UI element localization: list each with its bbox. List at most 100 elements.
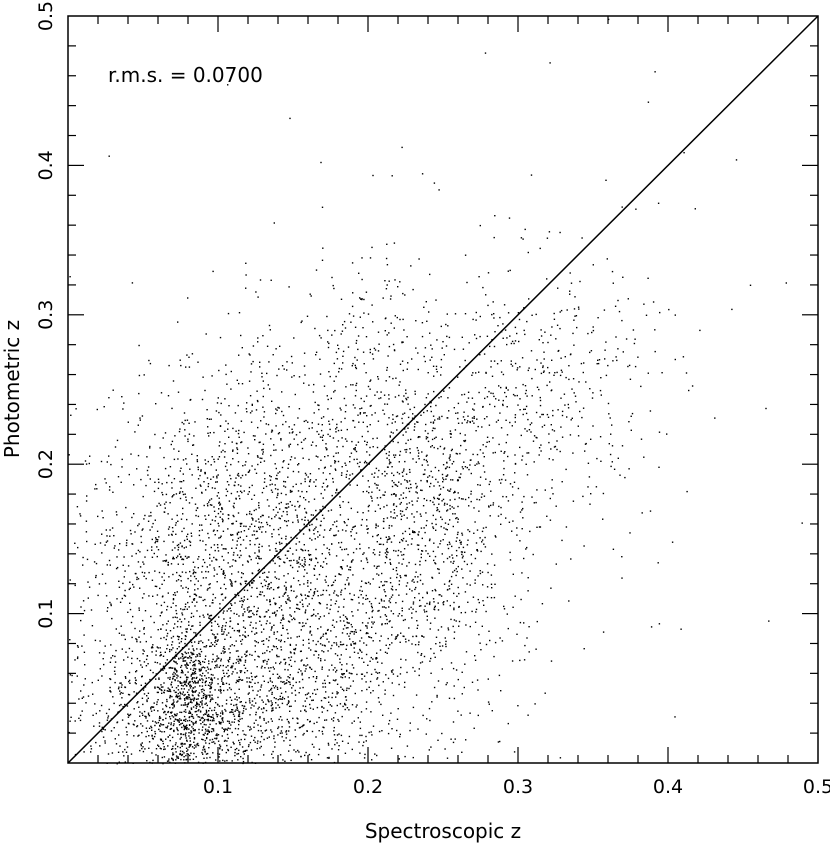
data-point <box>292 521 294 524</box>
data-point <box>207 718 209 720</box>
data-point <box>297 443 299 446</box>
data-point <box>194 605 196 607</box>
data-point <box>303 365 306 367</box>
data-point <box>258 546 260 548</box>
data-point <box>101 552 103 554</box>
data-point <box>362 491 364 493</box>
data-point <box>196 455 198 457</box>
data-point <box>189 754 191 757</box>
data-point <box>113 702 115 705</box>
data-point <box>223 618 225 620</box>
data-point <box>289 600 291 602</box>
data-point <box>309 707 312 709</box>
data-point <box>235 640 237 642</box>
data-point <box>204 748 206 751</box>
data-point <box>85 463 88 465</box>
data-point <box>310 444 313 446</box>
data-point <box>226 383 228 385</box>
data-point <box>428 707 431 710</box>
data-point <box>488 703 490 705</box>
data-point <box>385 380 387 382</box>
data-point <box>338 720 340 722</box>
data-point <box>141 571 144 574</box>
data-point <box>109 686 111 689</box>
data-point <box>210 618 212 620</box>
data-point <box>310 649 312 651</box>
data-point <box>290 656 293 658</box>
data-point <box>417 533 419 536</box>
data-point <box>138 607 140 609</box>
data-point <box>299 601 301 603</box>
data-point <box>257 641 259 644</box>
data-point <box>327 696 330 698</box>
data-point <box>457 586 459 589</box>
data-point <box>255 530 258 533</box>
data-point <box>304 612 306 614</box>
data-point <box>201 738 203 740</box>
data-point <box>275 550 277 552</box>
data-point <box>250 523 253 525</box>
data-point <box>423 655 426 658</box>
data-point <box>344 587 346 590</box>
data-point <box>302 622 304 624</box>
data-point <box>357 596 360 599</box>
data-point <box>284 481 287 483</box>
data-point <box>221 710 223 712</box>
data-point <box>257 724 259 726</box>
data-point <box>261 585 264 588</box>
data-point <box>198 596 201 598</box>
data-point <box>277 492 279 495</box>
data-point <box>109 678 112 681</box>
data-point <box>335 555 338 557</box>
data-point <box>163 456 165 459</box>
data-point <box>273 597 275 600</box>
data-point <box>235 477 237 479</box>
data-point <box>208 742 211 745</box>
data-point <box>486 596 489 599</box>
data-point <box>322 635 324 637</box>
data-point <box>98 652 101 654</box>
data-point <box>238 739 240 742</box>
data-point <box>316 721 318 723</box>
data-point <box>419 599 421 602</box>
data-point <box>326 395 328 397</box>
data-point <box>409 452 411 454</box>
data-point <box>145 658 148 661</box>
data-point <box>124 761 126 763</box>
data-point <box>192 717 195 719</box>
data-point <box>332 679 335 681</box>
data-point <box>213 544 216 546</box>
data-point <box>370 656 372 659</box>
data-point <box>212 728 215 730</box>
data-point <box>209 523 212 525</box>
data-point <box>303 497 305 499</box>
data-point <box>368 600 371 603</box>
data-point <box>391 466 393 468</box>
data-point <box>163 579 165 582</box>
data-point <box>87 597 89 599</box>
data-point <box>261 665 263 667</box>
data-point <box>372 725 375 727</box>
data-point <box>385 536 387 538</box>
data-point <box>141 675 143 677</box>
data-point <box>215 636 217 638</box>
data-point <box>123 556 125 558</box>
data-point <box>122 408 124 410</box>
data-point <box>255 713 257 716</box>
data-point <box>253 705 255 707</box>
data-point <box>486 563 489 565</box>
data-point <box>309 558 311 560</box>
data-point <box>292 553 294 555</box>
data-point <box>268 588 271 590</box>
data-point <box>351 722 353 724</box>
data-point <box>466 563 468 566</box>
data-point <box>221 555 223 558</box>
data-point <box>331 418 334 421</box>
data-point <box>240 420 243 422</box>
data-point <box>351 473 354 475</box>
data-point <box>228 683 230 686</box>
data-point <box>184 726 186 728</box>
data-point <box>388 620 390 623</box>
data-point <box>401 515 403 517</box>
data-point <box>413 516 415 518</box>
